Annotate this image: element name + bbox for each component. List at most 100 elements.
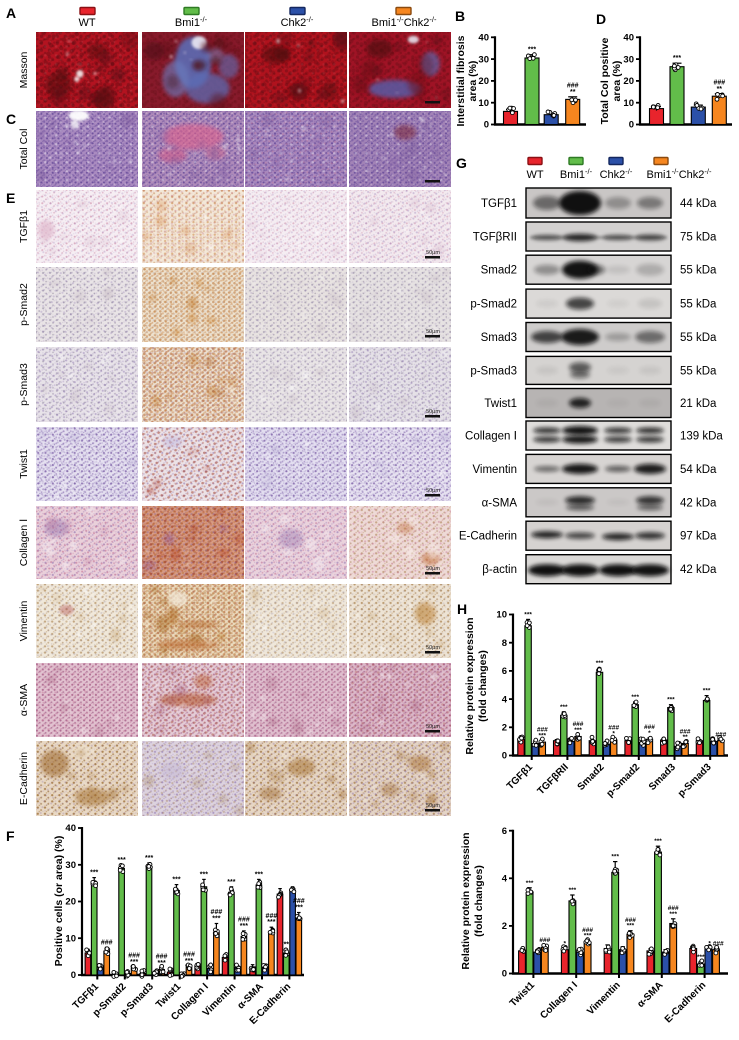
svg-text:###: ### (715, 732, 726, 739)
svg-text:Collagen Ⅰ: Collagen Ⅰ (18, 519, 30, 566)
svg-text:42 kDa: 42 kDa (680, 564, 717, 576)
svg-text:###: ### (567, 83, 579, 90)
svg-text:***: *** (528, 47, 536, 54)
svg-text:Interstitial fibrosis: Interstitial fibrosis (455, 35, 467, 126)
svg-text:55 kDa: 55 kDa (680, 299, 717, 311)
svg-text:###: ### (608, 725, 619, 732)
svg-text:***: *** (560, 704, 568, 711)
svg-text:Smad3: Smad3 (481, 332, 517, 344)
svg-text:###: ### (573, 721, 584, 728)
svg-text:21 kDa: 21 kDa (680, 398, 717, 410)
svg-text:TGFβRII: TGFβRII (473, 232, 517, 244)
svg-text:97 kDa: 97 kDa (680, 531, 717, 543)
svg-text:***: *** (90, 870, 98, 877)
svg-text:*: * (648, 730, 651, 737)
svg-text:Chk2-/-: Chk2-/- (600, 167, 633, 181)
svg-text:***: *** (227, 879, 235, 886)
svg-text:**: ** (284, 941, 290, 948)
svg-text:***: *** (673, 55, 681, 62)
svg-text:Vimentin: Vimentin (472, 464, 517, 476)
svg-text:50µm: 50µm (426, 566, 440, 572)
svg-text:Positive cells (or area) (%): Positive cells (or area) (%) (53, 836, 65, 967)
svg-text:###: ### (211, 909, 223, 916)
svg-text:***: *** (526, 880, 534, 887)
svg-text:10: 10 (623, 98, 634, 109)
svg-text:###: ### (713, 80, 725, 87)
svg-text:30: 30 (623, 54, 634, 65)
svg-text:42 kDa: 42 kDa (680, 497, 717, 509)
svg-text:2: 2 (502, 723, 507, 734)
svg-text:10: 10 (65, 934, 76, 945)
svg-text:C: C (6, 111, 16, 127)
svg-text:* ###: * ### (708, 940, 724, 947)
svg-text:44 kDa: 44 kDa (680, 198, 717, 210)
svg-text:***: *** (703, 688, 711, 695)
svg-text:***: *** (667, 697, 675, 704)
svg-text:Total Col: Total Col (18, 129, 30, 170)
svg-text:0: 0 (502, 969, 507, 980)
svg-text:10: 10 (478, 98, 489, 109)
svg-text:H: H (457, 601, 467, 617)
svg-text:***: *** (574, 727, 582, 734)
svg-text:***: *** (569, 887, 577, 894)
svg-text:40: 40 (623, 33, 634, 44)
svg-text:***: *** (255, 871, 263, 878)
svg-text:50µm: 50µm (426, 803, 440, 809)
svg-text:(fold changes): (fold changes) (473, 865, 485, 937)
svg-text:***: *** (212, 916, 220, 923)
svg-text:8: 8 (502, 638, 507, 649)
svg-text:20: 20 (478, 76, 489, 87)
svg-text:Vimentin: Vimentin (18, 601, 30, 642)
svg-text:***: *** (158, 960, 166, 967)
svg-text:***: *** (118, 857, 126, 864)
svg-text:***: *** (611, 854, 619, 861)
svg-text:0: 0 (502, 751, 507, 762)
svg-text:30: 30 (478, 54, 489, 65)
svg-text:TGFβ1: TGFβ1 (481, 198, 517, 210)
svg-text:***: *** (145, 855, 153, 862)
svg-text:E-Cadherin: E-Cadherin (18, 752, 30, 805)
svg-text:***: *** (240, 923, 248, 930)
svg-text:###: ### (537, 727, 548, 734)
svg-text:139 kDa: 139 kDa (680, 431, 723, 443)
svg-text:55 kDa: 55 kDa (680, 265, 717, 277)
svg-text:***: *** (627, 923, 635, 930)
svg-text:p-Smad2: p-Smad2 (18, 283, 30, 326)
svg-text:***: *** (539, 732, 547, 739)
svg-text:6: 6 (502, 826, 507, 837)
svg-text:Smad2: Smad2 (481, 265, 517, 277)
svg-text:p-Smad2: p-Smad2 (470, 299, 517, 311)
svg-text:Bmi1-/-Chk2-/-: Bmi1-/-Chk2-/- (372, 15, 437, 29)
svg-text:###: ### (183, 952, 195, 959)
svg-text:***: *** (185, 958, 193, 965)
svg-text:40: 40 (65, 823, 76, 834)
svg-text:75 kDa: 75 kDa (680, 232, 717, 244)
svg-text:***: *** (697, 954, 705, 961)
svg-text:Bmi1-/-Chk2-/-: Bmi1-/-Chk2-/- (647, 167, 712, 181)
svg-text:4: 4 (502, 694, 508, 705)
svg-text:###: ### (293, 898, 305, 905)
svg-text:***: *** (669, 911, 677, 918)
svg-text:***: *** (267, 919, 275, 926)
svg-text:30: 30 (65, 860, 76, 871)
svg-text:Chk2-/-: Chk2-/- (281, 15, 314, 29)
svg-text:###: ### (644, 724, 655, 731)
svg-text:***: *** (584, 933, 592, 940)
svg-text:**: ** (570, 89, 576, 96)
svg-text:50µm: 50µm (426, 409, 440, 415)
svg-text:***: *** (596, 660, 604, 667)
svg-text:10: 10 (496, 610, 507, 621)
svg-text:E-Cadherin: E-Cadherin (459, 531, 517, 543)
svg-text:α-SMA: α-SMA (482, 497, 518, 509)
svg-text:β-actin: β-actin (482, 564, 517, 576)
svg-text:50µm: 50µm (426, 645, 440, 651)
svg-text:Twist1: Twist1 (484, 398, 517, 410)
svg-text:55 kDa: 55 kDa (680, 365, 717, 377)
svg-text:0: 0 (629, 120, 634, 131)
svg-text:A: A (6, 5, 16, 21)
svg-text:6: 6 (502, 666, 507, 677)
svg-text:###: ### (668, 905, 679, 912)
svg-text:2: 2 (502, 921, 507, 932)
svg-text:**: ** (683, 734, 689, 741)
svg-text:*: * (612, 731, 615, 738)
